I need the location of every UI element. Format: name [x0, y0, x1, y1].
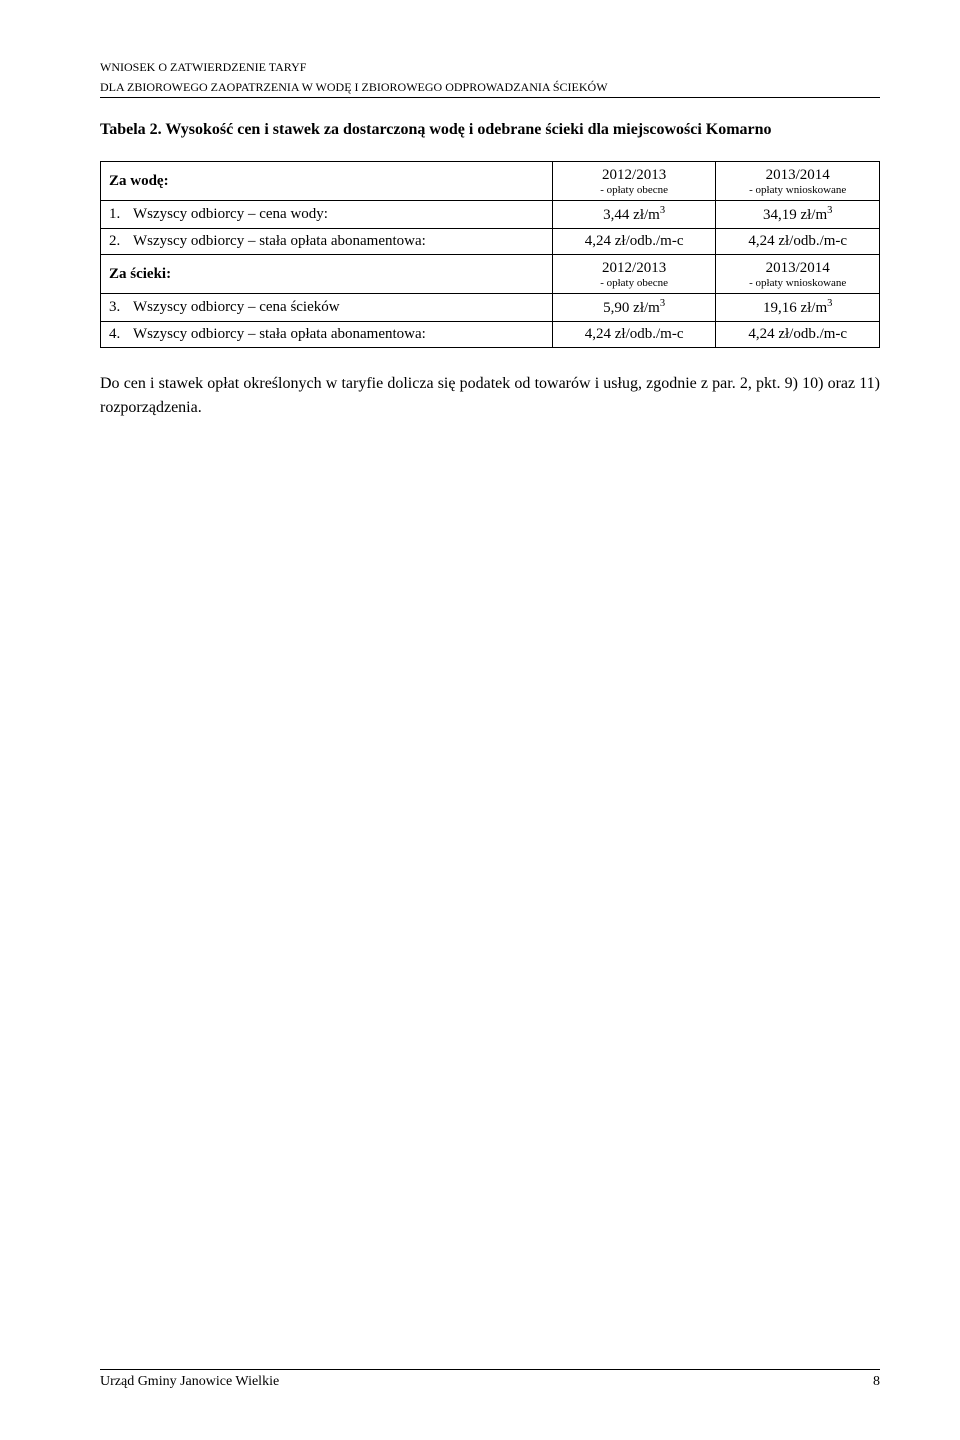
- sewage-header-row: Za ścieki: 2012/2013 - opłaty obecne 201…: [101, 255, 880, 294]
- tariff-table: Za wodę: 2012/2013 - opłaty obecne 2013/…: [100, 161, 880, 348]
- sewage-row-2-a: 4,24 zł/odb./m-c: [552, 322, 716, 348]
- sewage-row-2-text: Wszyscy odbiorcy – stała opłata abonamen…: [133, 326, 426, 342]
- water-year-a-year: 2012/2013: [561, 166, 708, 184]
- water-section-label: Za wodę:: [101, 162, 553, 201]
- water-row-2-label: 2.Wszyscy odbiorcy – stała opłata abonam…: [101, 229, 553, 255]
- water-row-1-label: 1.Wszyscy odbiorcy – cena wody:: [101, 201, 553, 229]
- sewage-row-2-num: 4.: [109, 326, 133, 343]
- water-year-a: 2012/2013 - opłaty obecne: [552, 162, 716, 201]
- sewage-row-2-b: 4,24 zł/odb./m-c: [716, 322, 880, 348]
- sewage-year-b-sub: - opłaty wnioskowane: [724, 277, 871, 289]
- water-row-1-b: 34,19 zł/m3: [716, 201, 880, 229]
- sewage-row-1-b: 19,16 zł/m3: [716, 294, 880, 322]
- caption-prefix: Tabela 2.: [100, 121, 162, 138]
- footnote-text: Do cen i stawek opłat określonych w tary…: [100, 372, 880, 420]
- sewage-row-1-num: 3.: [109, 299, 133, 316]
- water-row-1-num: 1.: [109, 206, 133, 223]
- header-line-2: DLA ZBIOROWEGO ZAOPATRZENIA W WODĘ I ZBI…: [100, 80, 880, 99]
- water-year-a-sub: - opłaty obecne: [561, 184, 708, 196]
- sewage-row-1-a: 5,90 zł/m3: [552, 294, 716, 322]
- water-row-1-b-val: 34,19 zł/m: [763, 207, 827, 223]
- sewage-year-b-year: 2013/2014: [724, 259, 871, 277]
- page-footer: Urząd Gminy Janowice Wielkie 8: [100, 1369, 880, 1390]
- water-row-2-a: 4,24 zł/odb./m-c: [552, 229, 716, 255]
- doc-header: WNIOSEK O ZATWIERDZENIE TARYF DLA ZBIORO…: [100, 60, 880, 98]
- water-row-2-b: 4,24 zł/odb./m-c: [716, 229, 880, 255]
- sewage-row-1-b-val: 19,16 zł/m: [763, 300, 827, 316]
- sewage-year-b: 2013/2014 - opłaty wnioskowane: [716, 255, 880, 294]
- header-line-1: WNIOSEK O ZATWIERDZENIE TARYF: [100, 60, 880, 76]
- water-year-b-sub: - opłaty wnioskowane: [724, 184, 871, 196]
- table-caption: Tabela 2. Wysokość cen i stawek za dosta…: [100, 116, 880, 143]
- water-row-1-a-sup: 3: [660, 205, 665, 216]
- water-row-2: 2.Wszyscy odbiorcy – stała opłata abonam…: [101, 229, 880, 255]
- water-row-2-text: Wszyscy odbiorcy – stała opłata abonamen…: [133, 233, 426, 249]
- water-row-1-text: Wszyscy odbiorcy – cena wody:: [133, 206, 328, 222]
- sewage-row-1: 3.Wszyscy odbiorcy – cena ścieków 5,90 z…: [101, 294, 880, 322]
- sewage-year-a-sub: - opłaty obecne: [561, 277, 708, 289]
- water-row-1: 1.Wszyscy odbiorcy – cena wody: 3,44 zł/…: [101, 201, 880, 229]
- sewage-row-2: 4.Wszyscy odbiorcy – stała opłata abonam…: [101, 322, 880, 348]
- water-row-1-b-sup: 3: [827, 205, 832, 216]
- water-row-2-num: 2.: [109, 233, 133, 250]
- sewage-year-a-year: 2012/2013: [561, 259, 708, 277]
- water-header-row: Za wodę: 2012/2013 - opłaty obecne 2013/…: [101, 162, 880, 201]
- caption-text: Wysokość cen i stawek za dostarczoną wod…: [162, 121, 772, 138]
- footer-left: Urząd Gminy Janowice Wielkie: [100, 1374, 279, 1390]
- sewage-section-label: Za ścieki:: [101, 255, 553, 294]
- sewage-row-1-a-sup: 3: [660, 298, 665, 309]
- sewage-row-1-b-sup: 3: [827, 298, 832, 309]
- sewage-row-1-text: Wszyscy odbiorcy – cena ścieków: [133, 299, 340, 315]
- sewage-year-a: 2012/2013 - opłaty obecne: [552, 255, 716, 294]
- water-year-b: 2013/2014 - opłaty wnioskowane: [716, 162, 880, 201]
- footer-page-number: 8: [873, 1374, 880, 1390]
- sewage-row-2-label: 4.Wszyscy odbiorcy – stała opłata abonam…: [101, 322, 553, 348]
- water-row-1-a: 3,44 zł/m3: [552, 201, 716, 229]
- sewage-row-1-a-val: 5,90 zł/m: [603, 300, 660, 316]
- water-row-1-a-val: 3,44 zł/m: [603, 207, 660, 223]
- water-year-b-year: 2013/2014: [724, 166, 871, 184]
- sewage-row-1-label: 3.Wszyscy odbiorcy – cena ścieków: [101, 294, 553, 322]
